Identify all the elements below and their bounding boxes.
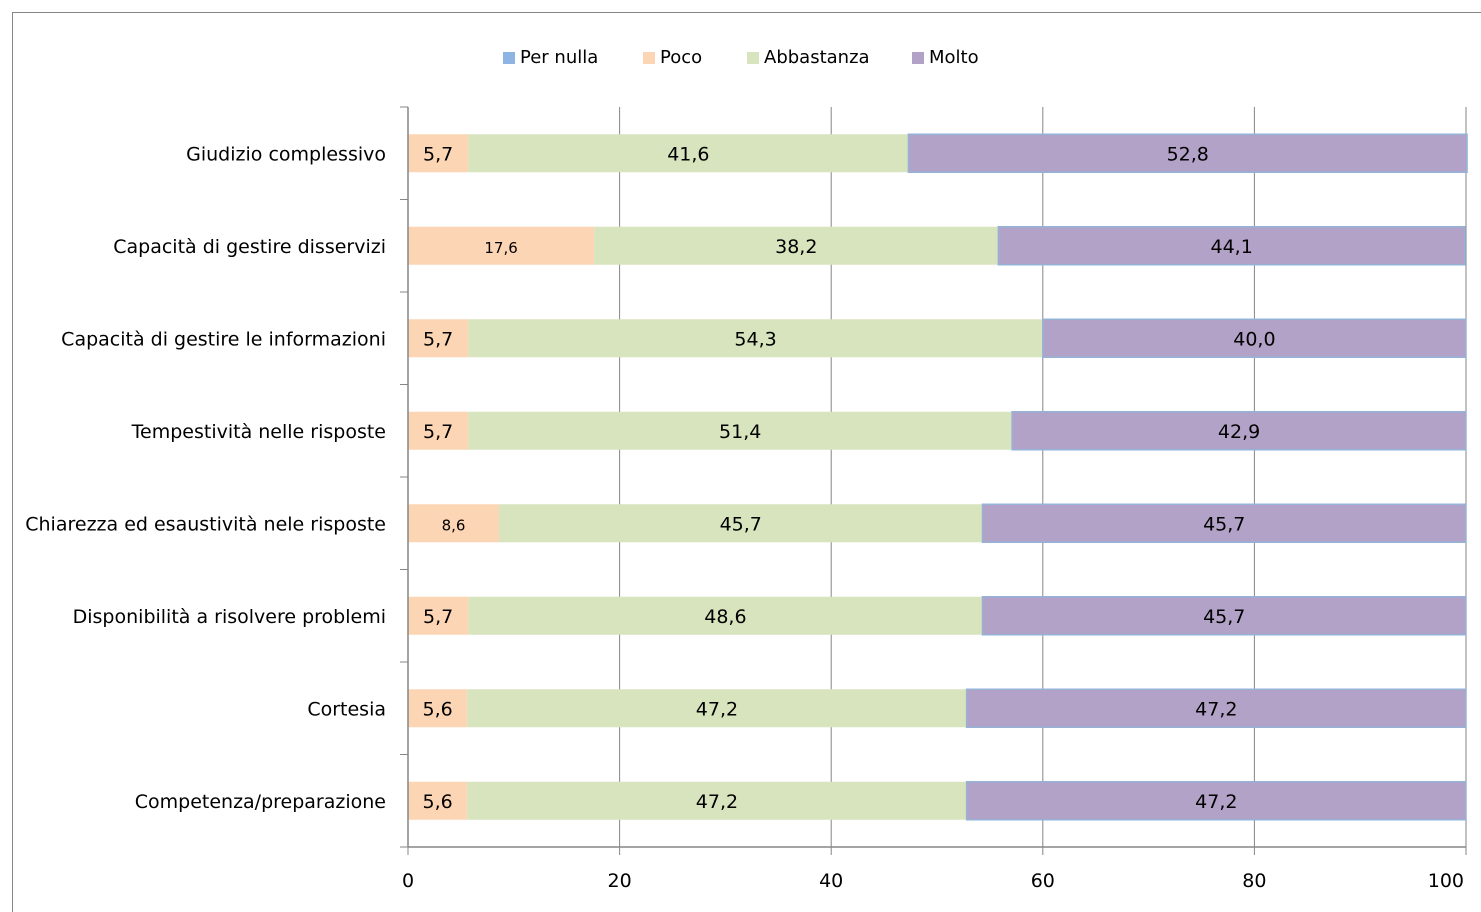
category-label-disponibilita-a-risolvere-problemi: Disponibilità a risolvere problemi <box>73 606 386 628</box>
data-label-poco-cortesia: 5,6 <box>423 698 453 720</box>
legend-swatch-molto <box>912 52 924 64</box>
bar-abbastanza-disponibilita-a-risolvere-problemi <box>468 596 983 635</box>
bar-molto-capacita-di-gestire-disservizi <box>997 226 1466 266</box>
bar-molto-disponibilita-a-risolvere-problemi <box>981 596 1467 636</box>
bar-abbastanza-giudizio-complessivo <box>468 134 909 173</box>
data-label-molto-capacita-di-gestire-disservizi: 44,1 <box>1210 236 1252 258</box>
data-label-molto-chiarezza-ed-esaustivita-nele-risposte: 45,7 <box>1203 513 1245 535</box>
bar-poco-competenza-preparazione <box>408 781 468 820</box>
data-label-abbastanza-tempestivita-nelle-risposte: 51,4 <box>719 421 761 443</box>
legend: Per nulla Poco Abbastanza Molto <box>503 47 979 68</box>
data-label-abbastanza-competenza-preparazione: 47,2 <box>696 791 738 813</box>
x-tick-label-100: 100 <box>1428 870 1464 892</box>
bar-molto-competenza-preparazione <box>965 781 1467 821</box>
legend-swatch-per-nulla <box>503 52 515 64</box>
gridlines <box>619 107 1467 847</box>
legend-label-poco: Poco <box>660 47 702 68</box>
x-tick-label-20: 20 <box>608 870 632 892</box>
data-label-poco-tempestivita-nelle-risposte: 5,7 <box>423 421 453 443</box>
x-tick-label-40: 40 <box>819 870 843 892</box>
chart-frame <box>12 12 1481 912</box>
data-label-poco-disponibilita-a-risolvere-problemi: 5,7 <box>423 606 453 628</box>
category-label-capacita-di-gestire-le-informazioni: Capacità di gestire le informazioni <box>61 328 386 350</box>
category-label-competenza-preparazione: Competenza/preparazione <box>135 791 386 813</box>
legend-swatch-abbastanza <box>747 52 759 64</box>
x-tick-label-0: 0 <box>402 870 414 892</box>
bar-abbastanza-capacita-di-gestire-le-informazioni <box>468 319 1043 358</box>
legend-label-per-nulla: Per nulla <box>520 47 598 68</box>
category-label-capacita-di-gestire-disservizi: Capacità di gestire disservizi <box>113 236 386 258</box>
tick-labels: 0 20 40 60 80 100 <box>402 870 1464 892</box>
axes <box>400 106 1467 855</box>
category-label-giudizio-complessivo: Giudizio complessivo <box>186 143 386 165</box>
bar-abbastanza-capacita-di-gestire-disservizi <box>594 226 999 265</box>
data-label-molto-tempestivita-nelle-risposte: 42,9 <box>1218 421 1260 443</box>
data-labels: 5,7 41,6 52,8 17,6 38,2 44,1 5,7 54,3 40,0 5,7 51,… <box>423 143 1276 813</box>
data-label-poco-giudizio-complessivo: 5,7 <box>423 143 453 165</box>
category-label-chiarezza-ed-esaustivita-nele-risposte: Chiarezza ed esaustività nele risposte <box>25 513 386 535</box>
data-label-molto-cortesia: 47,2 <box>1195 698 1237 720</box>
data-label-poco-capacita-di-gestire-disservizi: 17,6 <box>484 239 517 257</box>
x-tick-label-60: 60 <box>1031 870 1055 892</box>
bar-molto-giudizio-complessivo <box>907 133 1468 173</box>
data-label-molto-giudizio-complessivo: 52,8 <box>1167 143 1209 165</box>
data-label-abbastanza-giudizio-complessivo: 41,6 <box>667 143 709 165</box>
bar-poco-giudizio-complessivo <box>408 134 469 173</box>
data-label-molto-capacita-di-gestire-le-informazioni: 40,0 <box>1233 328 1275 350</box>
bars <box>408 133 1468 821</box>
data-label-molto-disponibilita-a-risolvere-problemi: 45,7 <box>1203 606 1245 628</box>
bar-molto-capacita-di-gestire-le-informazioni <box>1042 318 1467 358</box>
data-label-poco-capacita-di-gestire-le-informazioni: 5,7 <box>423 328 453 350</box>
data-label-abbastanza-capacita-di-gestire-disservizi: 38,2 <box>775 236 817 258</box>
bar-poco-disponibilita-a-risolvere-problemi <box>408 596 469 635</box>
bar-molto-cortesia <box>965 688 1467 728</box>
data-label-abbastanza-cortesia: 47,2 <box>696 698 738 720</box>
bar-poco-cortesia <box>408 689 468 728</box>
legend-swatch-poco <box>643 52 655 64</box>
data-label-molto-competenza-preparazione: 47,2 <box>1195 791 1237 813</box>
bar-abbastanza-chiarezza-ed-esaustivita-nele-risposte <box>498 504 983 543</box>
bar-poco-tempestivita-nelle-risposte <box>408 411 469 450</box>
category-label-tempestivita-nelle-risposte: Tempestività nelle risposte <box>131 421 386 443</box>
data-label-abbastanza-capacita-di-gestire-le-informazioni: 54,3 <box>734 328 776 350</box>
x-tick-label-80: 80 <box>1242 870 1266 892</box>
bar-abbastanza-tempestivita-nelle-risposte <box>468 411 1013 450</box>
bar-poco-capacita-di-gestire-disservizi <box>408 226 595 265</box>
data-label-abbastanza-chiarezza-ed-esaustivita-nele-risposte: 45,7 <box>720 513 762 535</box>
data-label-poco-competenza-preparazione: 5,6 <box>423 791 453 813</box>
bar-abbastanza-competenza-preparazione <box>467 781 967 820</box>
bar-abbastanza-cortesia <box>467 689 967 728</box>
legend-label-abbastanza: Abbastanza <box>764 47 870 68</box>
bar-molto-chiarezza-ed-esaustivita-nele-risposte <box>981 503 1467 543</box>
legend-label-molto: Molto <box>929 47 979 68</box>
data-label-abbastanza-disponibilita-a-risolvere-problemi: 48,6 <box>704 606 746 628</box>
bar-poco-capacita-di-gestire-le-informazioni <box>408 319 469 358</box>
data-label-poco-chiarezza-ed-esaustivita-nele-risposte: 8,6 <box>442 516 466 534</box>
category-labels: Giudizio complessivo Capacità di gestire … <box>25 143 386 813</box>
bar-molto-tempestivita-nelle-risposte <box>1011 411 1467 451</box>
bar-poco-chiarezza-ed-esaustivita-nele-risposte <box>408 504 499 543</box>
category-label-cortesia: Cortesia <box>307 698 386 720</box>
